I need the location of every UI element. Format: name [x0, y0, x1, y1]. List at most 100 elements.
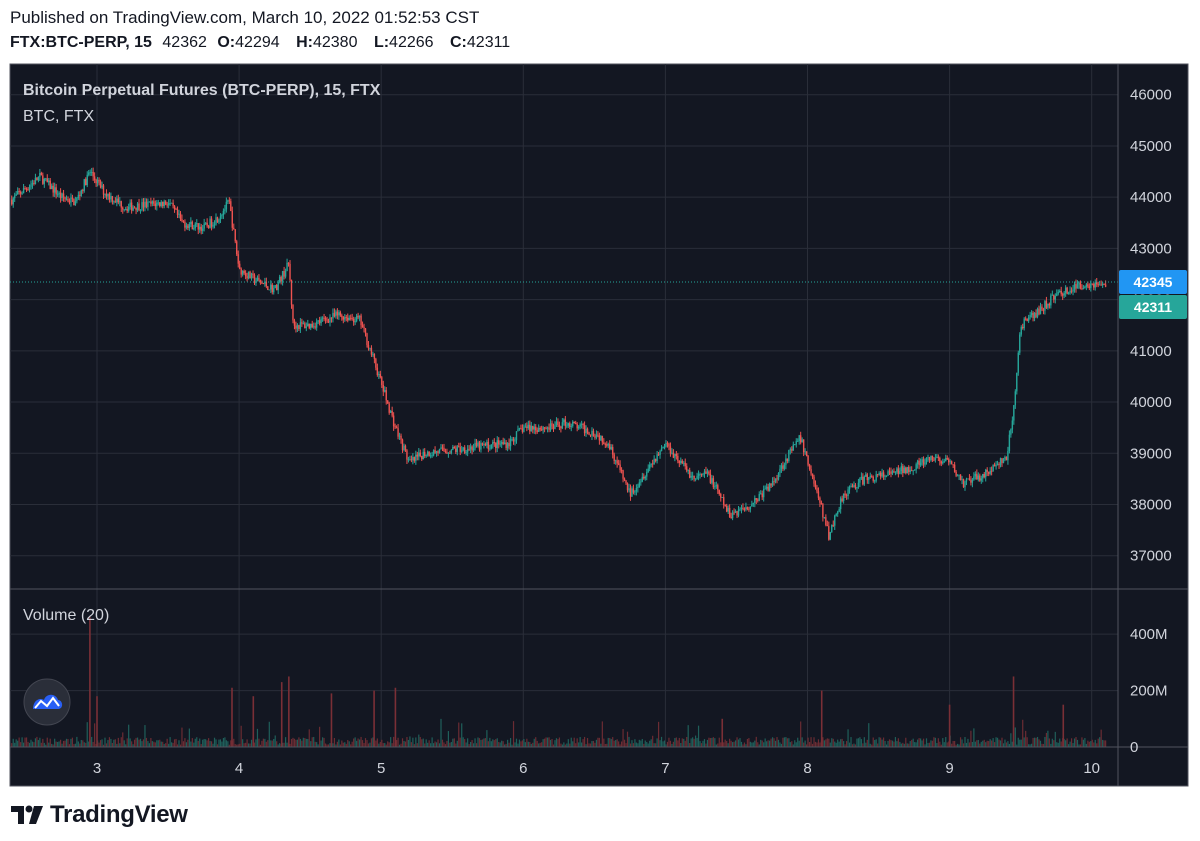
volume-bar: [970, 730, 972, 747]
candle-body: [238, 263, 241, 269]
volume-bar: [353, 738, 355, 747]
candle-body: [265, 281, 268, 287]
volume-bar: [606, 743, 608, 747]
volume-bar: [91, 736, 93, 747]
volume-bar: [367, 743, 370, 747]
candle-body: [320, 318, 322, 324]
volume-bar: [888, 739, 891, 747]
candle-body: [913, 469, 916, 471]
close-value: 42311: [466, 34, 511, 51]
candle-body: [283, 271, 285, 277]
volume-bar: [863, 737, 865, 747]
candle-body: [450, 450, 453, 454]
volume-bar: [918, 738, 920, 747]
candle-body: [404, 445, 407, 451]
candle-body: [1082, 288, 1085, 290]
volume-bar: [919, 738, 922, 747]
volume-bar: [915, 742, 917, 747]
candle-body: [721, 497, 723, 498]
published-line: Published on TradingView.com, March 10, …: [10, 8, 480, 27]
candle-body: [533, 426, 535, 430]
volume-bar: [739, 738, 741, 747]
candle-body: [387, 400, 389, 404]
volume-bar: [993, 742, 996, 747]
candle-body: [154, 203, 157, 207]
candle-body: [255, 281, 257, 283]
candle-body: [922, 459, 925, 465]
candle-body: [530, 425, 532, 432]
tradingview-brand[interactable]: TradingView: [10, 801, 188, 829]
volume-bar: [570, 737, 572, 747]
high-readout: H:42380: [296, 34, 363, 51]
candle-body: [878, 473, 880, 475]
candle-body: [409, 459, 411, 461]
volume-bar: [82, 740, 84, 747]
volume-bar: [410, 742, 412, 747]
candle-body: [338, 312, 340, 316]
time-tick-label: 6: [519, 760, 527, 777]
candle-body: [270, 284, 272, 290]
tradingview-badge-icon[interactable]: [23, 678, 71, 726]
candle-body: [498, 440, 500, 445]
volume-bar: [998, 739, 1000, 747]
candle-body: [600, 436, 602, 441]
candle-body: [163, 201, 165, 207]
volume-bar: [54, 738, 56, 747]
volume-bar: [101, 739, 103, 747]
open-readout: O:42294: [217, 34, 285, 51]
candle-body: [361, 325, 364, 327]
volume-bar: [259, 744, 262, 747]
volume-bar: [634, 739, 636, 747]
candle-body: [281, 271, 284, 282]
volume-bar: [521, 740, 524, 747]
candle-body: [59, 192, 62, 199]
volume-bar: [489, 737, 491, 747]
volume-bar: [991, 740, 993, 747]
candle-body: [132, 207, 134, 211]
candle-body: [890, 471, 892, 474]
volume-bar: [1020, 739, 1022, 747]
volume-bar: [971, 741, 973, 747]
candle-body: [455, 448, 457, 452]
volume-bar: [427, 742, 429, 747]
volume-bar: [660, 736, 663, 747]
candle-body: [1059, 291, 1061, 292]
volume-bar: [1032, 737, 1034, 747]
volume-bar: [1038, 739, 1040, 747]
price-chart[interactable]: 4600045000440004300042000410004000039000…: [0, 0, 1200, 800]
chart-title: Bitcoin Perpetual Futures (BTC-PERP), 15…: [23, 82, 381, 99]
candle-body: [548, 427, 550, 430]
candle-body: [129, 202, 131, 207]
candle-body: [882, 472, 885, 477]
volume-bar: [17, 740, 19, 747]
candle-body: [908, 467, 910, 472]
candle-body: [616, 460, 618, 464]
candle-body: [506, 443, 509, 448]
volume-bar: [15, 739, 17, 747]
volume-bar: [141, 741, 143, 747]
volume-bar: [1023, 737, 1025, 747]
volume-bar: [85, 742, 87, 747]
volume-bar: [456, 740, 458, 747]
price-tick-label: 38000: [1130, 496, 1172, 513]
volume-bar: [925, 738, 928, 747]
candle-body: [731, 512, 734, 519]
candle-body: [688, 470, 691, 478]
candle-body: [709, 473, 712, 483]
volume-spike: [721, 718, 724, 747]
candle-body: [760, 493, 762, 495]
candle-body: [764, 488, 766, 490]
volume-bar: [94, 723, 96, 747]
volume-bar: [387, 741, 389, 747]
volume-bar: [135, 737, 137, 747]
candle-body: [609, 444, 611, 450]
volume-bar: [452, 738, 454, 747]
candle-body: [16, 191, 19, 195]
candle-body: [995, 465, 997, 467]
candle-body: [629, 488, 632, 497]
volume-bar: [816, 742, 818, 747]
candle-body: [323, 317, 325, 319]
volume-bar: [706, 739, 709, 747]
candle-body: [945, 458, 947, 462]
volume-bar: [274, 735, 276, 747]
